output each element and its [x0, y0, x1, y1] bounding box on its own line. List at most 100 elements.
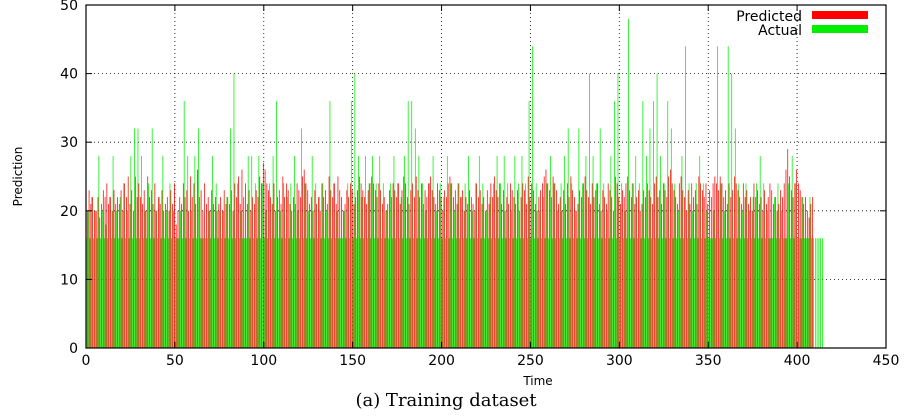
bar-actual — [487, 238, 489, 348]
bar-actual — [326, 210, 327, 348]
bar-predicted — [702, 190, 703, 348]
bar-predicted — [598, 203, 600, 348]
bar-predicted — [138, 183, 140, 348]
y-tick-label: 50 — [60, 0, 78, 14]
bar-actual — [667, 101, 669, 348]
bar-predicted — [776, 210, 778, 348]
bar-predicted — [335, 203, 337, 348]
bar-predicted — [314, 190, 316, 348]
bar-predicted — [417, 190, 419, 348]
bar-actual — [338, 238, 340, 348]
bar-actual — [576, 238, 578, 348]
bar-actual — [770, 238, 772, 348]
bar-predicted — [483, 197, 485, 348]
bar-actual — [102, 210, 103, 348]
bar-actual — [658, 238, 660, 348]
bar-actual — [782, 238, 784, 348]
bar-actual — [192, 238, 194, 348]
bar-actual — [798, 238, 800, 348]
bar-predicted — [447, 183, 449, 348]
bar-predicted — [163, 210, 165, 348]
bar-predicted — [421, 183, 422, 348]
bar-actual — [521, 155, 523, 348]
bar-actual — [571, 183, 573, 348]
bar-actual — [526, 238, 528, 348]
bar-actual — [500, 183, 502, 348]
bar-predicted — [735, 183, 737, 348]
bar-actual — [349, 238, 350, 348]
bar-actual — [807, 238, 809, 348]
bar-actual — [258, 155, 260, 348]
bar-actual — [446, 155, 448, 348]
bar-predicted — [140, 197, 142, 348]
bar-actual — [384, 238, 386, 348]
bar-actual — [333, 183, 334, 348]
bar-actual — [695, 183, 697, 348]
bar-predicted — [419, 197, 421, 348]
bar-actual — [382, 183, 384, 348]
bar-actual — [438, 238, 439, 348]
bar-predicted — [257, 197, 259, 348]
bar-actual — [590, 238, 592, 348]
bar-predicted — [709, 190, 710, 348]
bar-predicted — [527, 176, 529, 348]
bar-predicted — [142, 203, 143, 348]
bar-actual — [761, 238, 763, 348]
bar-actual — [123, 183, 125, 348]
bar-actual — [555, 238, 557, 348]
bar-actual — [222, 210, 224, 348]
bar-actual — [704, 238, 706, 348]
legend-label-predicted: Predicted — [736, 9, 802, 25]
bar-predicted — [94, 210, 95, 348]
bar-actual — [816, 238, 818, 348]
bar-predicted — [470, 197, 472, 348]
x-tick-label: 450 — [873, 353, 900, 369]
bar-predicted — [339, 190, 341, 348]
bar-predicted — [129, 203, 131, 348]
y-tick-label: 40 — [60, 67, 78, 83]
bar-predicted — [277, 197, 278, 348]
bar-predicted — [479, 190, 481, 348]
bar-actual — [628, 18, 630, 348]
bar-predicted — [111, 210, 113, 348]
bar-predicted — [118, 203, 120, 348]
bar-predicted — [303, 169, 305, 348]
bar-predicted — [570, 176, 572, 348]
bar-predicted — [476, 183, 478, 348]
bar-predicted — [126, 197, 127, 348]
bar-predicted — [403, 176, 405, 348]
bar-actual — [582, 183, 583, 348]
bar-actual — [477, 238, 478, 348]
bar-actual — [663, 183, 665, 348]
bar-actual — [713, 210, 715, 348]
bar-actual — [368, 183, 370, 348]
bar-actual — [166, 210, 167, 348]
bar-actual — [800, 238, 802, 348]
bar-actual — [398, 238, 400, 348]
bar-predicted — [334, 183, 335, 348]
bar-actual — [292, 238, 294, 348]
bar-predicted — [561, 210, 563, 348]
bar-actual — [407, 101, 409, 348]
bar-predicted — [670, 169, 671, 348]
bar-predicted — [581, 197, 582, 348]
bar-predicted — [671, 183, 673, 348]
bar-predicted — [739, 197, 741, 348]
bar-predicted — [634, 203, 636, 348]
bar-actual — [649, 128, 651, 348]
bar-predicted — [614, 176, 616, 348]
bar-actual — [482, 183, 484, 348]
bar-actual — [745, 183, 747, 348]
bar-predicted — [182, 183, 184, 348]
bar-actual — [397, 183, 398, 348]
bar-predicted — [399, 203, 401, 348]
bar-predicted — [746, 190, 748, 348]
bar-predicted — [122, 210, 124, 348]
bar-predicted — [552, 176, 554, 348]
plot-frame — [85, 4, 887, 349]
bar-actual — [774, 197, 775, 348]
bar-actual — [182, 238, 183, 348]
x-tick-label: 300 — [606, 353, 633, 369]
bar-actual — [564, 155, 566, 348]
bar-actual — [212, 155, 214, 348]
